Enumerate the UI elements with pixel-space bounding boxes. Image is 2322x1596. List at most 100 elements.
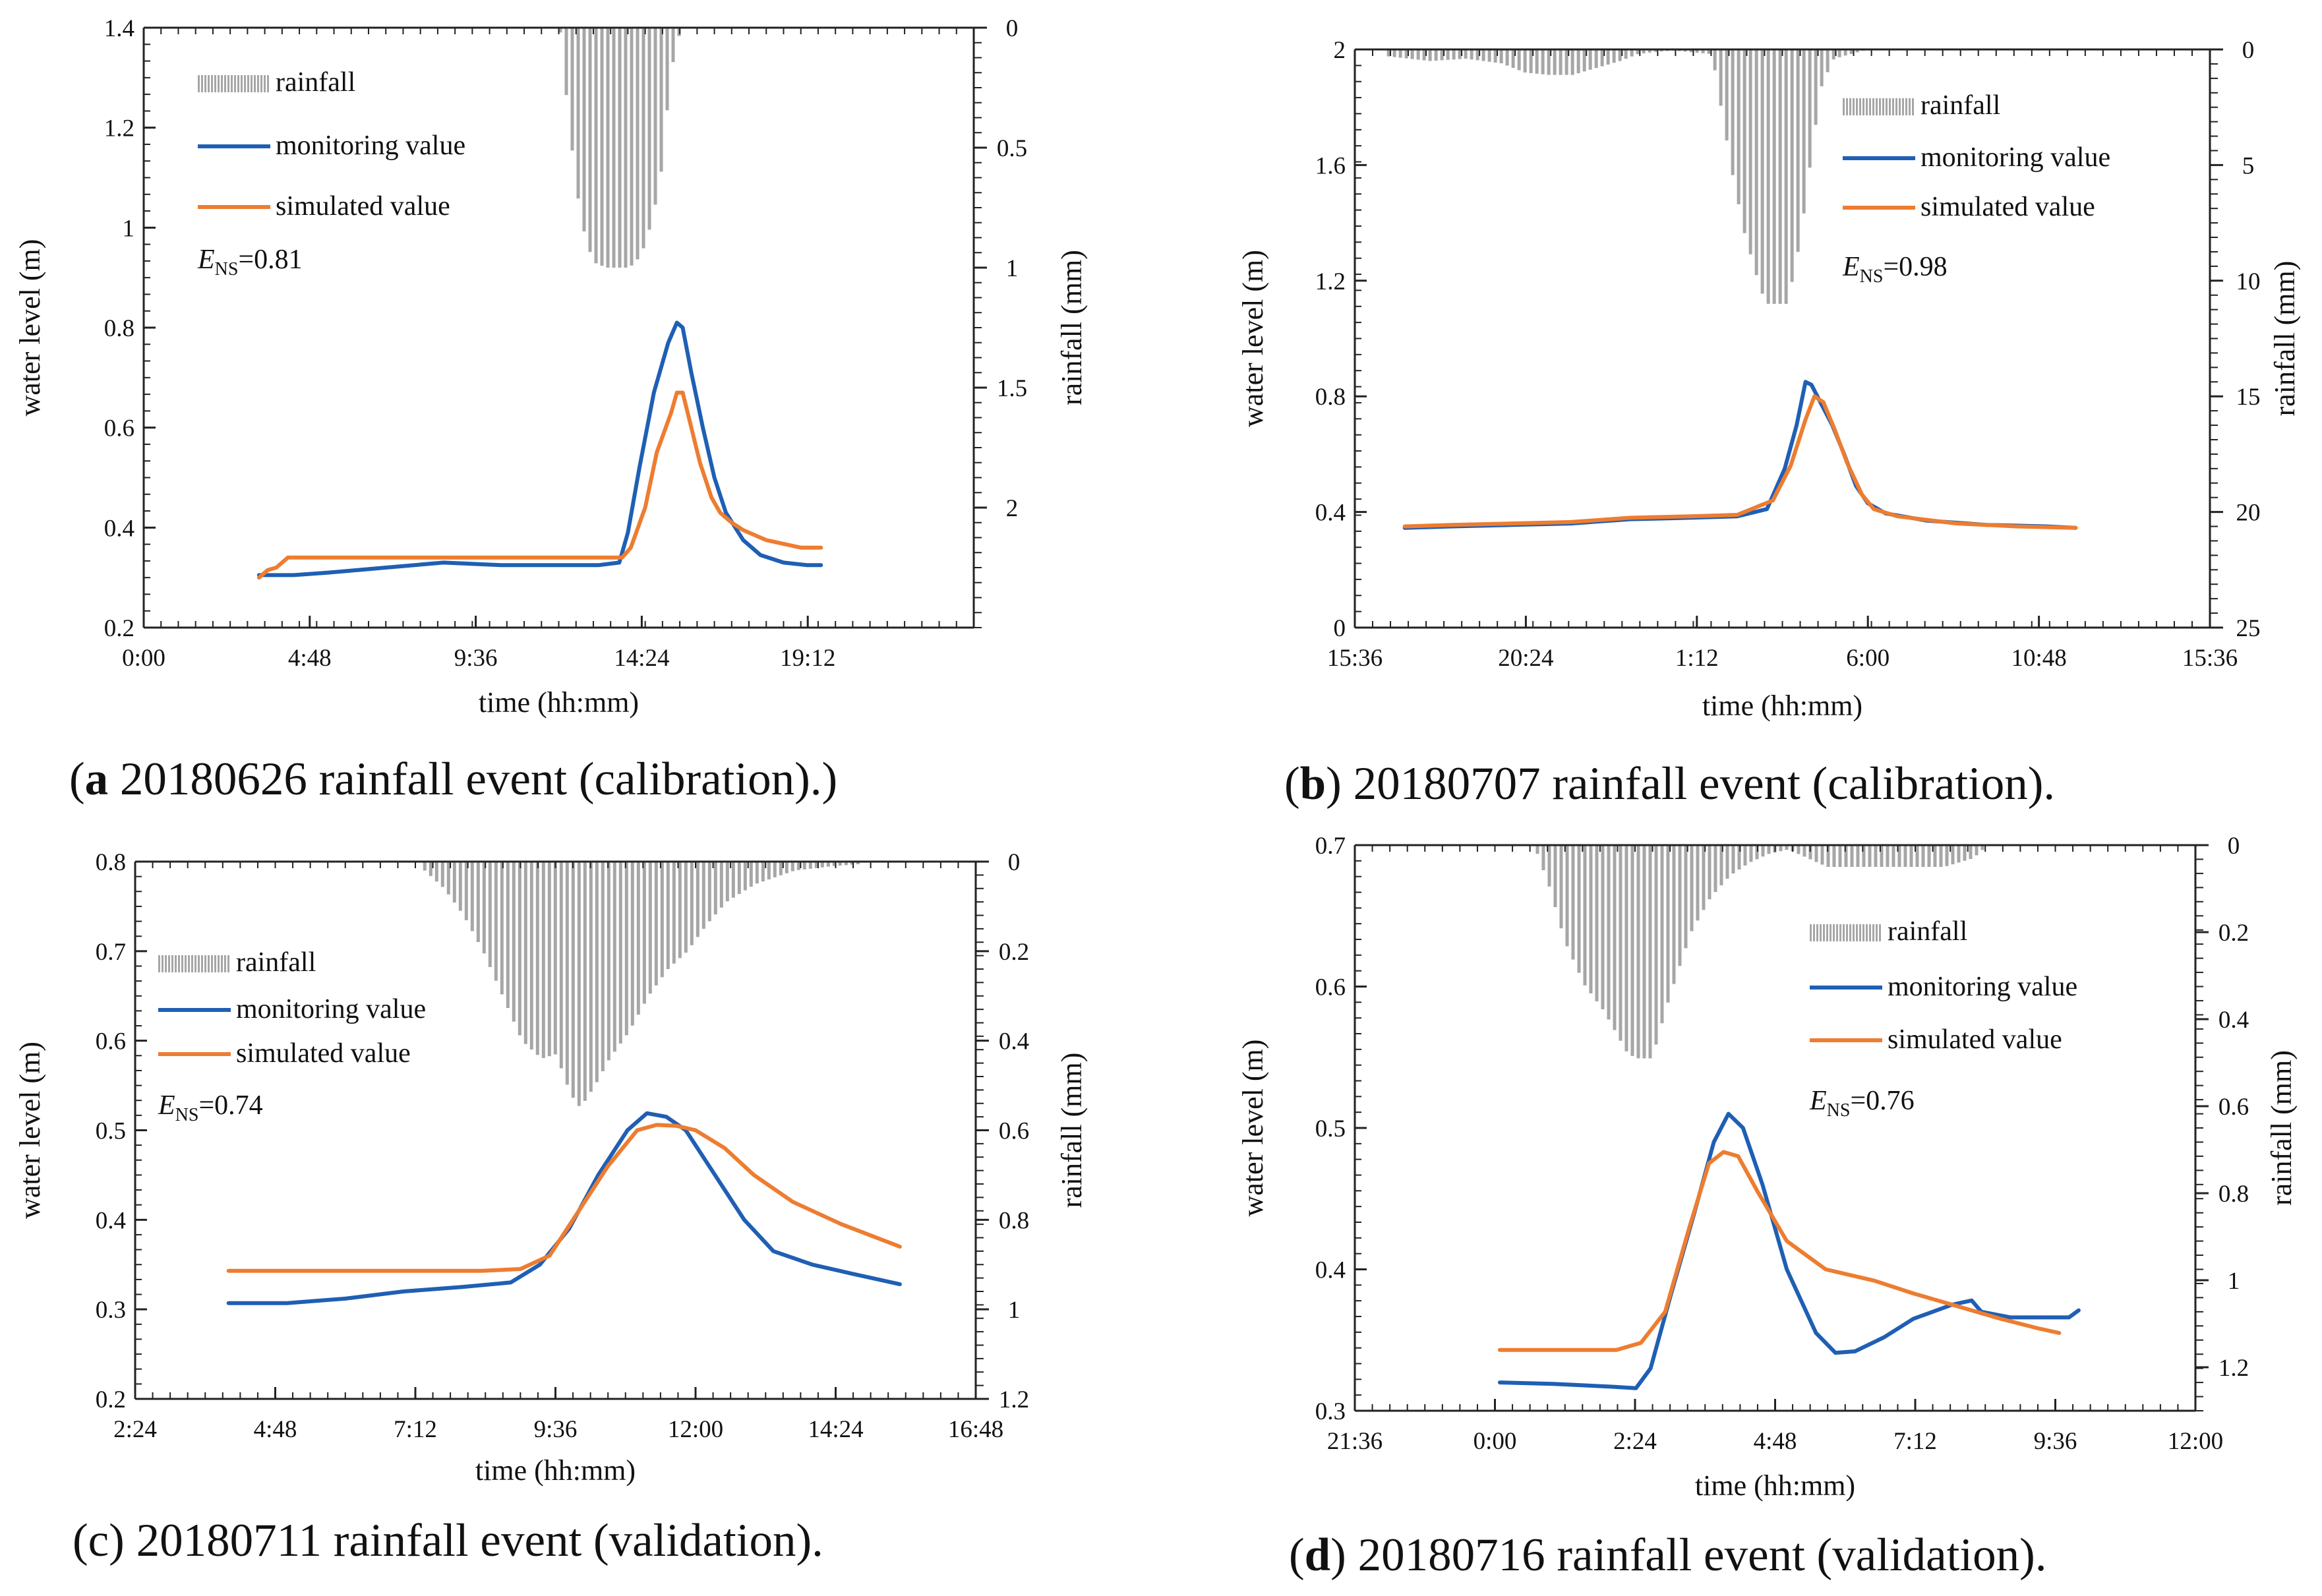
legend-rainfall-swatch-bar [1882, 98, 1884, 115]
legend-rainfall-swatch-bar [221, 955, 223, 972]
rainfall-bar [1535, 49, 1539, 74]
legend-monitoring-label: monitoring value [236, 994, 426, 1024]
y2-tick-label: 1 [1008, 1297, 1021, 1324]
simulated-value-line [1497, 1150, 2062, 1352]
y-tick-label: 0.8 [1315, 384, 1346, 411]
rainfall-bar [1945, 845, 1949, 866]
rainfall-bar [1701, 49, 1705, 53]
rainfall-bar [1719, 49, 1723, 106]
y2-tick-label: 0.6 [999, 1118, 1029, 1145]
rainfall-bar [1980, 845, 1984, 850]
rainfall-bar [1529, 49, 1533, 73]
rainfall-bar [677, 28, 681, 36]
rainfall-bar [1880, 845, 1884, 867]
rainfall-bar [1458, 49, 1462, 59]
caption-a: (a 20180626 rainfall event (calibration)… [69, 754, 837, 805]
rainfall-bar [577, 862, 581, 1106]
rainfall-bar [1683, 49, 1687, 52]
rainfall-bar [434, 862, 438, 882]
legend-rainfall-label: rainfall [1920, 90, 2000, 121]
rainfall-bar [743, 862, 747, 891]
legend-rainfall-swatch-bar [1849, 98, 1851, 115]
rainfall-bar [1619, 845, 1622, 1041]
y2-tick-label: 0.2 [999, 939, 1029, 966]
rainfall-bar [1808, 845, 1812, 860]
legend-rainfall-label: rainfall [1888, 916, 1967, 947]
rainfall-bar [1517, 49, 1521, 71]
rainfall-bar [1672, 845, 1676, 984]
rainfall-bar [588, 28, 592, 252]
chart-panel-d: 0.3 0.4 0.5 0.6 0.7 0 0.2 0.4 0.6 0.8 1 1.2 21:36 0:0… [1237, 833, 2298, 1502]
legend-rainfall-swatch-bar [1866, 98, 1868, 115]
legend-rainfall-swatch-bar [1853, 98, 1855, 115]
legend-rainfall-swatch-bar [1833, 924, 1835, 941]
legend-rainfall-swatch-bar [175, 955, 177, 972]
rainfall-bar [1559, 49, 1563, 75]
rainfall-bar [826, 862, 830, 867]
y2-tick-label: 1.5 [997, 375, 1027, 402]
legend: rainfall monitoring value simulated value [1810, 916, 2077, 1055]
rainfall-bar [1404, 49, 1408, 59]
x-tick-label: 7:12 [1893, 1428, 1937, 1455]
ens-subscript: NS [1827, 1100, 1851, 1121]
legend-rainfall-swatch-bar [168, 955, 170, 972]
rainfall-bar [725, 862, 729, 902]
legend-rainfall-swatch-bar [1902, 98, 1904, 115]
x-tick-label: 4:48 [254, 1416, 297, 1443]
rainfall-bar [1820, 49, 1824, 86]
legend-rainfall-swatch-bar [218, 75, 220, 92]
chart-panel-a: 0.2 0.4 0.6 0.8 1 1.2 1.4 0 0.5 1 1.5 2 0:00 4:48 9:36… [14, 15, 1088, 719]
y2-tick-label: 0.8 [2218, 1181, 2249, 1208]
rainfall-bar [1684, 845, 1688, 949]
rainfall-bar [856, 862, 860, 864]
ens-value: =0.98 [1883, 252, 1947, 282]
rainfall-bar [1790, 49, 1794, 282]
y2-axis-label: rainfall (mm) [2265, 1050, 2298, 1206]
rainfall-bar [630, 862, 634, 1026]
rainfall-bar [659, 28, 663, 172]
rainfall-bar [624, 862, 628, 1036]
rainfall-bar [1446, 49, 1450, 60]
rainfall-bar [558, 28, 562, 33]
x-tick-label: 1:12 [1675, 645, 1719, 672]
rainfall-bar [1897, 845, 1901, 867]
rainfall-bar [1428, 49, 1432, 61]
rainfall-bar [589, 862, 593, 1092]
rainfall-bar [767, 862, 771, 879]
rainfall-bar [1571, 845, 1575, 960]
rainfall-bar [1410, 49, 1414, 59]
rainfall-bar [1707, 49, 1711, 54]
rainfall-bar [512, 862, 516, 1022]
rainfall-bar [665, 28, 669, 111]
legend-rainfall-swatch-bar [1899, 98, 1901, 115]
rainfall-bar [506, 862, 510, 1009]
rainfall-bar [642, 862, 646, 1004]
rainfall-bar [1559, 845, 1563, 929]
y-tick-label: 1.4 [104, 15, 134, 42]
legend-simulated-label: simulated value [236, 1038, 411, 1069]
rainfall-bars [423, 862, 860, 1106]
x-tick-label: 4:48 [288, 645, 332, 672]
rainfall-bar [672, 862, 676, 964]
y-tick-label: 0.3 [1315, 1398, 1346, 1425]
rainfall-bar [850, 862, 854, 865]
rainfall-bar [1748, 49, 1752, 254]
chart-panel-c: 0.2 0.3 0.4 0.5 0.6 0.7 0.8 0 0.2 0.4 0.6 0.8 1 1.2 2:… [14, 849, 1088, 1487]
legend-rainfall-swatch-bar [1823, 924, 1825, 941]
rainfall-bar [796, 862, 800, 870]
rainfall-bar [1689, 49, 1693, 53]
legend-rainfall-swatch-bar [1830, 924, 1831, 941]
legend: rainfall monitoring value simulated value [198, 67, 465, 222]
legend-rainfall-swatch-bar [178, 955, 180, 972]
rainfall-bar [1796, 49, 1800, 252]
rainfall-bar [1737, 845, 1741, 870]
x-tick-label: 2:24 [1613, 1428, 1657, 1455]
y2-tick-label: 0.2 [2218, 920, 2249, 947]
rainfall-bar [1653, 49, 1657, 52]
rainfall-bar [1909, 845, 1913, 867]
legend-rainfall-swatch-bar [247, 75, 249, 92]
legend-rainfall-label: rainfall [276, 67, 355, 98]
ens-annotation: ENS=0.81 [197, 245, 303, 280]
rainfall-bar [1481, 49, 1485, 61]
rainfall-bar [1754, 49, 1758, 276]
